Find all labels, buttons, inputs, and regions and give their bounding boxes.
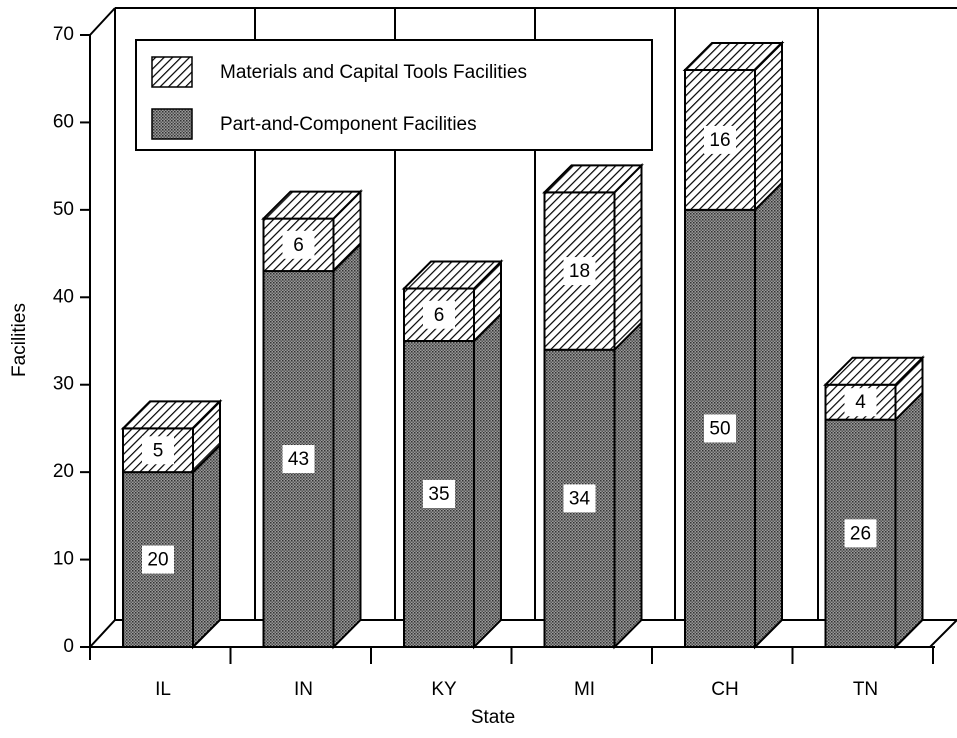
value-label-box [282, 445, 315, 474]
bar-side [894, 390, 924, 650]
y-tick-label: 50 [53, 199, 74, 220]
value-label-box [704, 125, 736, 154]
y-tick-label: 70 [53, 24, 74, 45]
legend-swatch [151, 108, 193, 140]
value-label-box [423, 480, 455, 508]
value-label: 4 [855, 392, 866, 413]
value-label-box [423, 300, 455, 329]
y-tick-label: 30 [53, 374, 74, 395]
value-label: 6 [293, 235, 304, 256]
value-label-box [563, 484, 596, 513]
bar-top [401, 260, 504, 290]
value-label: 18 [569, 261, 590, 282]
bar-side [613, 320, 643, 650]
legend: Materials and Capital Tools Facilities P… [135, 39, 653, 151]
x-tick-label: MI [574, 679, 595, 700]
bar-top [261, 190, 363, 220]
value-label: 6 [434, 305, 445, 326]
value-label: 50 [709, 418, 730, 439]
value-label-box [844, 519, 877, 548]
value-label-box [142, 436, 174, 465]
bar-side [754, 180, 783, 650]
y-tick-label: 20 [53, 461, 74, 482]
value-label: 34 [569, 488, 591, 509]
x-tick-label: CH [711, 679, 738, 700]
value-label-box [142, 545, 174, 574]
y-tick-label: 40 [53, 286, 74, 307]
value-label-box [282, 230, 315, 259]
bar-side [473, 311, 502, 650]
bar-side [192, 442, 221, 650]
legend-label: Materials and Capital Tools Facilities [220, 62, 527, 83]
value-label: 16 [709, 130, 730, 151]
y-tick-label: 0 [63, 636, 74, 657]
bar-top [823, 356, 925, 386]
value-label-box [844, 388, 877, 417]
x-tick-label: IL [155, 679, 171, 700]
value-label-box [704, 414, 736, 443]
value-label: 35 [428, 484, 449, 505]
bar-side [332, 241, 362, 650]
x-tick-label: IN [294, 679, 313, 700]
legend-label: Part-and-Component Facilities [220, 114, 477, 135]
bar-top [120, 400, 223, 430]
value-label: 26 [850, 523, 871, 544]
y-tick-label: 10 [53, 549, 74, 570]
x-tick-label: TN [853, 679, 878, 700]
y-axis-label: Facilities [9, 303, 30, 377]
bar-top [682, 41, 785, 71]
value-label-box [563, 257, 596, 286]
legend-swatch [151, 56, 193, 88]
x-axis-label: State [471, 707, 515, 728]
value-label: 20 [147, 550, 168, 571]
bar-side [613, 162, 643, 353]
value-label: 5 [153, 440, 164, 461]
x-tick-label: KY [431, 679, 457, 700]
bar-side [754, 40, 783, 213]
bar-top [542, 164, 644, 194]
y-tick-label: 60 [53, 111, 74, 132]
value-label: 43 [288, 449, 309, 470]
